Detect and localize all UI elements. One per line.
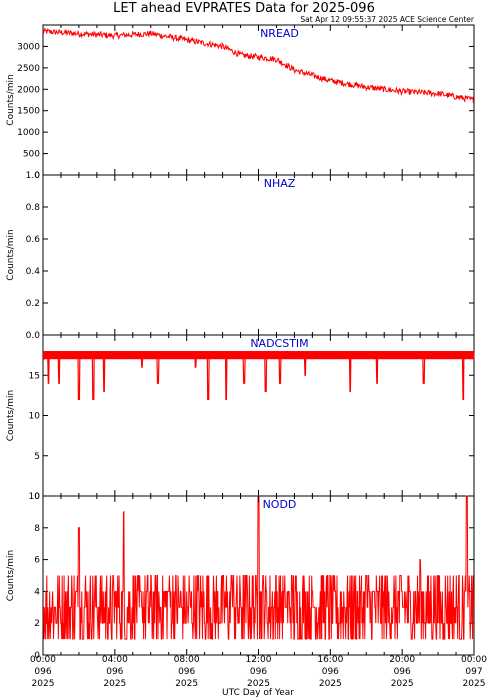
panel-nadcstim: 0 5 10 15 Counts/min NADCSTIM (6, 334, 475, 502)
y-axis-label: Counts/min (6, 550, 16, 601)
series-label: NODD (263, 498, 297, 511)
x-tick-day: 096 (106, 667, 123, 677)
x-tick-year: 2025 (32, 679, 55, 689)
x-tick-day: 097 (465, 667, 482, 677)
timestamp-text: Sat Apr 12 09:55:37 2025 ACE Science Cen… (300, 15, 474, 24)
y-axis-label: Counts/min (6, 229, 16, 280)
y-tick-label: 10 (29, 412, 41, 422)
x-tick-time: 04:00 (102, 655, 128, 665)
y-tick-label: 5 (34, 452, 40, 462)
panels-group: 050010001500200025003000Counts/minNREAD0… (6, 24, 475, 661)
y-tick-label: 1.0 (26, 171, 41, 181)
panel-nhaz: 0.0 0.2 0.4 0.6 0.8 1.0 Counts/min NHAZ (6, 171, 475, 341)
panel-frame (42, 24, 475, 176)
series-line-nread (42, 26, 475, 104)
y-tick-label: 2000 (17, 85, 40, 95)
x-tick-year: 2025 (247, 679, 270, 689)
chart-title: LET ahead EVPRATES Data for 2025-096 (113, 1, 375, 16)
y-tick-label: 15 (29, 371, 40, 381)
x-tick-time: 20:00 (389, 655, 415, 665)
baseline-band (43, 351, 474, 360)
y-tick-label: 0.0 (26, 331, 41, 341)
x-tick-time: 00:00 (461, 655, 487, 665)
y-axis-label: Counts/min (6, 74, 16, 125)
y-axis-label: Counts/min (6, 390, 16, 441)
series-line-nodd (43, 495, 474, 640)
y-tick-label: 500 (23, 150, 40, 160)
y-tick-label: 1000 (17, 128, 40, 138)
y-tick-label: 4 (34, 587, 40, 597)
x-tick-year: 2025 (463, 679, 486, 689)
x-tick-time: 16:00 (317, 655, 343, 665)
y-tick-label: 1500 (17, 107, 40, 117)
y-tick-label: 0.4 (26, 267, 41, 277)
series-label: NHAZ (264, 177, 296, 190)
x-tick-year: 2025 (319, 679, 342, 689)
x-tick-day: 096 (394, 667, 411, 677)
y-tick-label: 0.8 (26, 203, 41, 213)
x-tick-year: 2025 (175, 679, 198, 689)
y-tick-label: 3000 (17, 42, 40, 52)
series-label: NREAD (260, 27, 299, 40)
x-tick-time: 12:00 (246, 655, 272, 665)
y-tick-label: 10 (29, 492, 41, 502)
x-tick-time: 08:00 (174, 655, 200, 665)
x-tick-day: 096 (178, 667, 195, 677)
y-tick-label: 0.2 (26, 299, 40, 309)
x-tick-day: 096 (34, 667, 51, 677)
panel-nodd: 0 2 4 6 8 10 Counts/min NODD (6, 492, 475, 661)
x-tick-day: 096 (322, 667, 339, 677)
y-tick-label: 2500 (17, 64, 40, 74)
x-axis: 00:00 096 2025 04:00 096 2025 08:00 096 2025 12:0… (30, 655, 487, 689)
y-tick-label: 0.6 (26, 235, 41, 245)
panel-nread: 0 500 1000 1500 2000 2500 3000 Counts/min NREAD (6, 24, 475, 181)
x-tick-time: 00:00 (30, 655, 56, 665)
x-tick-year: 2025 (391, 679, 414, 689)
y-tick-label: 6 (34, 556, 40, 566)
x-tick-year: 2025 (103, 679, 126, 689)
y-tick-label: 0 (34, 651, 40, 661)
x-axis-label: UTC Day of Year (222, 688, 294, 698)
y-tick-label: 0 (34, 492, 40, 502)
panel-frame (42, 174, 475, 336)
x-tick-day: 096 (250, 667, 267, 677)
series-label: NADCSTIM (250, 337, 308, 350)
y-tick-label: 8 (34, 524, 40, 534)
y-tick-label: 0 (34, 171, 40, 181)
y-tick-label: 2 (34, 619, 40, 629)
